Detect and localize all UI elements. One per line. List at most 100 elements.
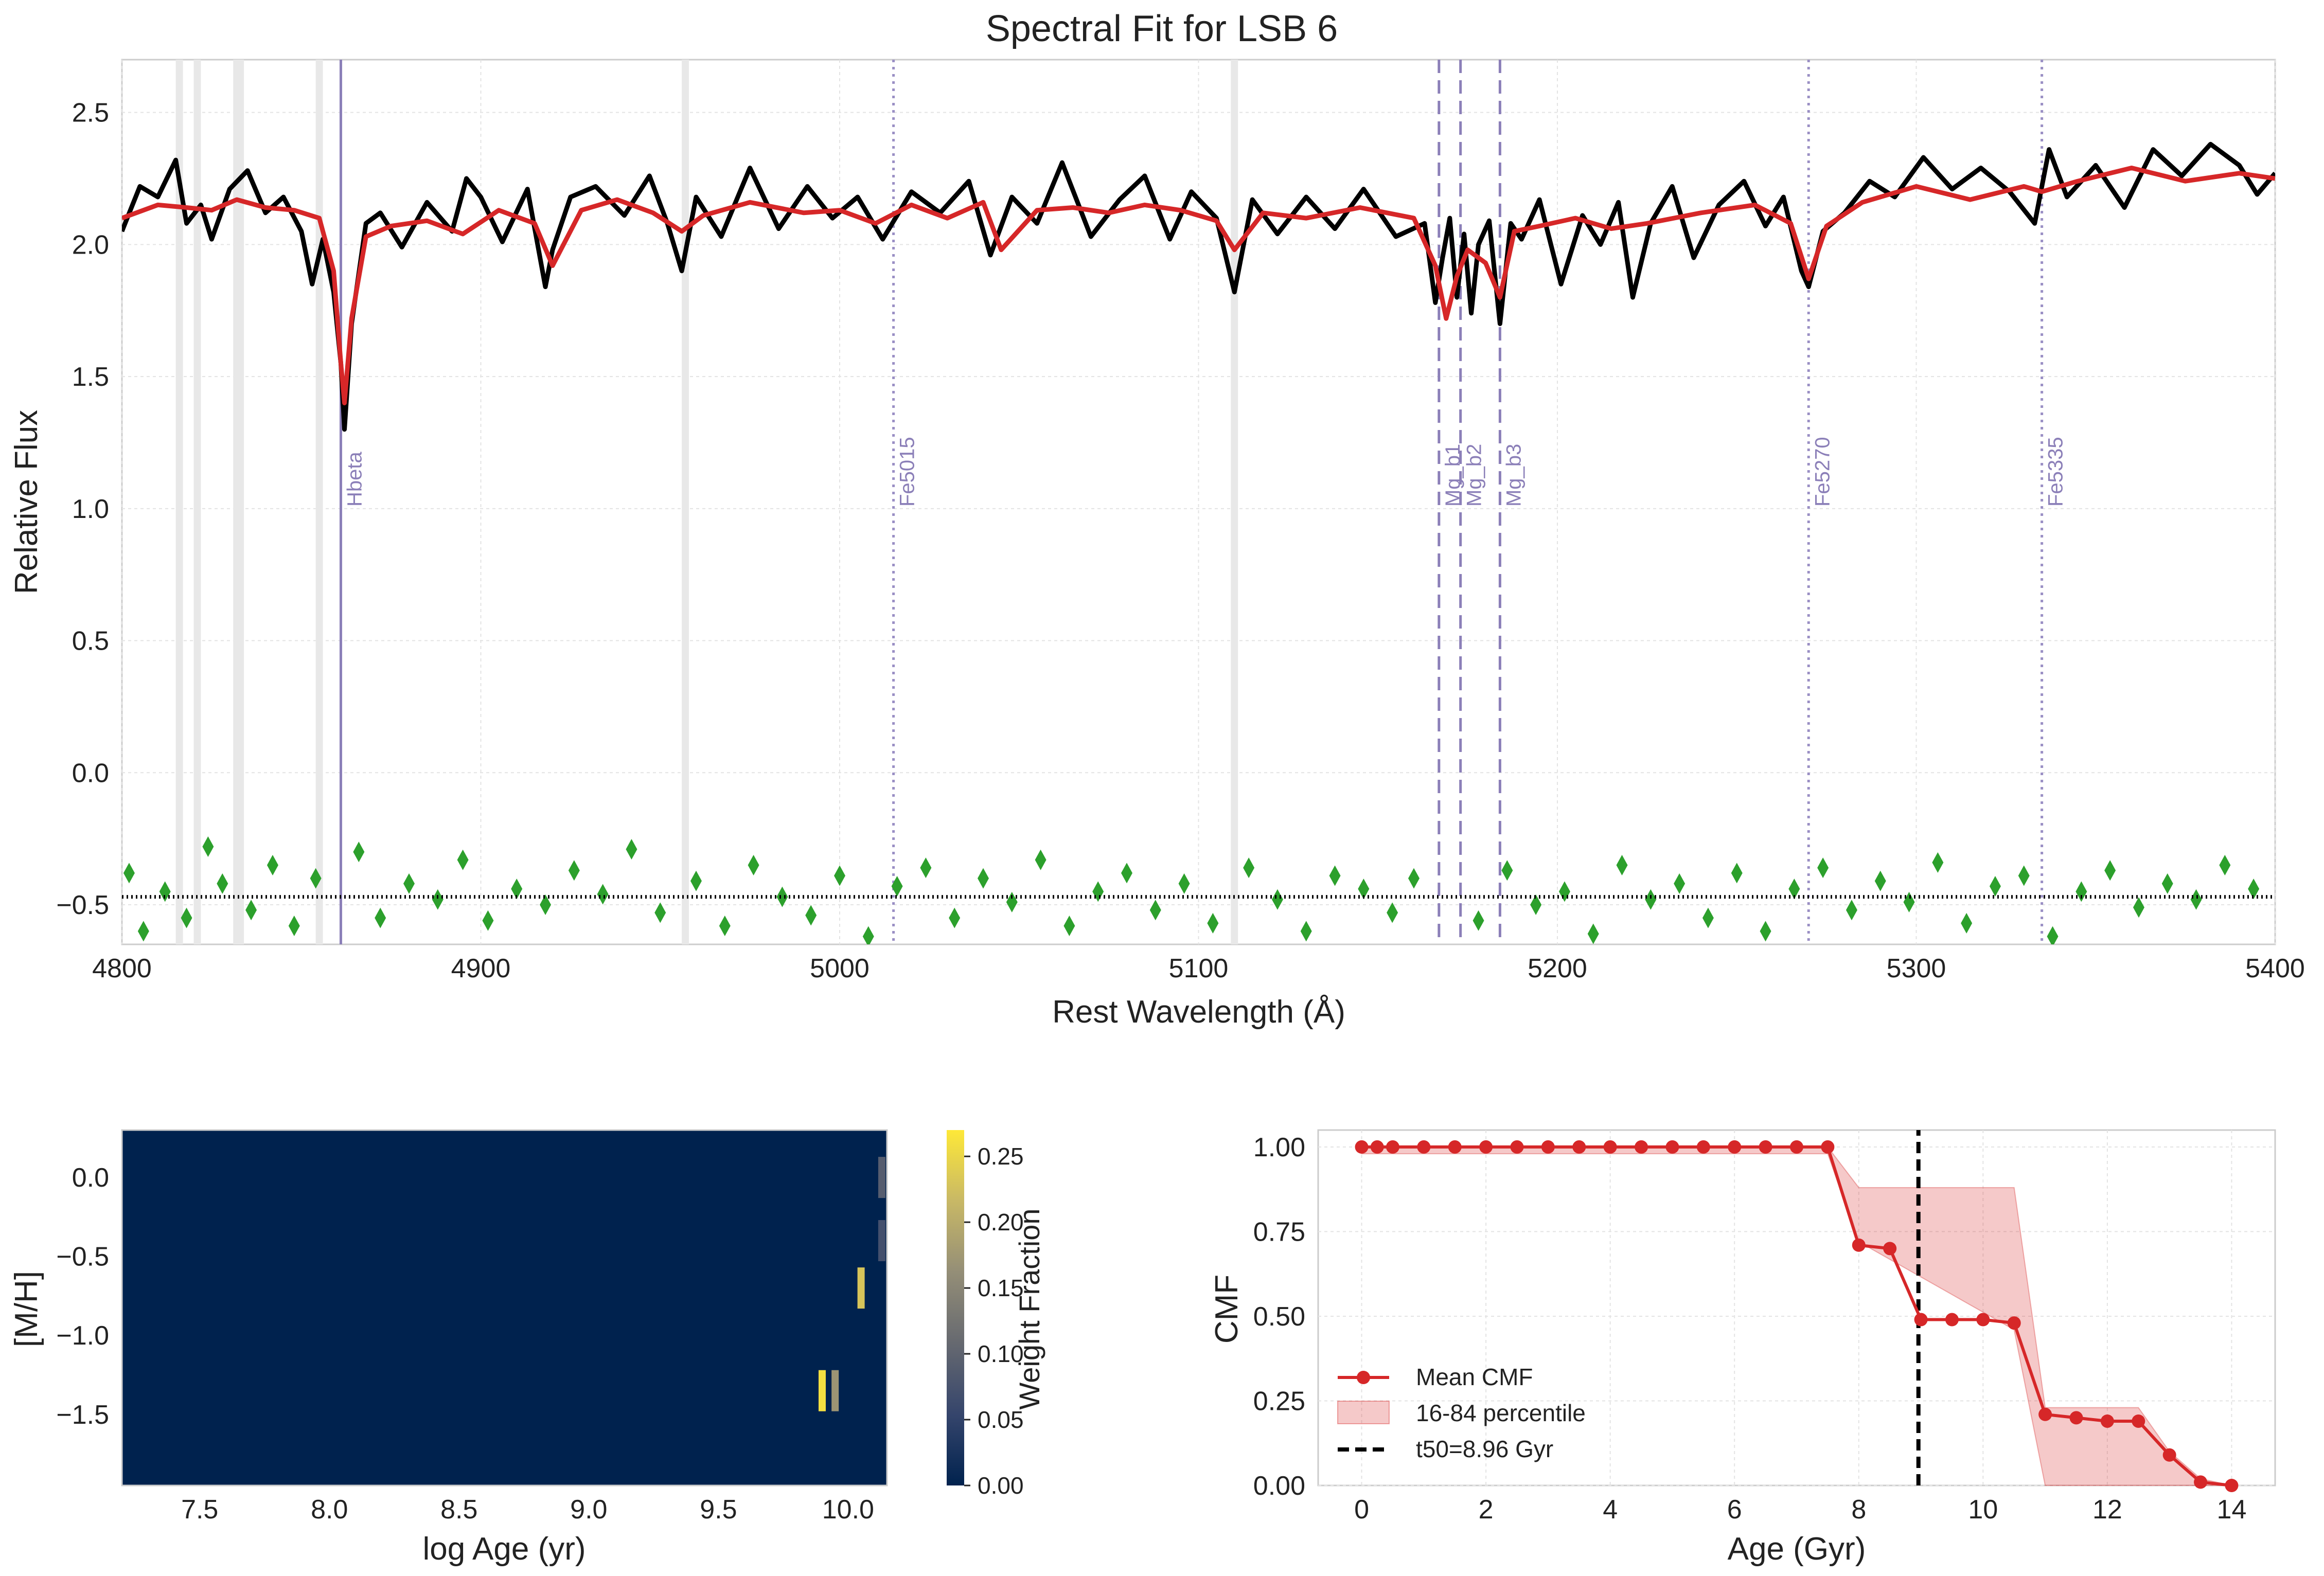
heatmap-x-tick-label: 9.0 <box>570 1495 607 1525</box>
spectral-line-label: Fe5015 <box>896 437 919 507</box>
residual-point <box>2075 881 2087 902</box>
cmf-x-tick-label: 14 <box>2217 1495 2247 1525</box>
y-tick-label: 2.0 <box>72 230 109 260</box>
residual-point <box>1408 868 1420 889</box>
residual-point <box>626 839 637 860</box>
mean-cmf-point <box>1665 1140 1679 1154</box>
heatmap-tick-labels: 7.5 8.0 8.5 9.0 9.5 10.0 0.0 −0.5 −1.0 −1.5 <box>56 1163 874 1525</box>
colorbar-tick-label: 0.10 <box>978 1340 1024 1367</box>
mean-cmf-point <box>2038 1407 2052 1421</box>
model-fit-line <box>122 166 2275 405</box>
colorbar-tick-label: 0.15 <box>978 1275 1024 1301</box>
mean-cmf-point <box>2194 1475 2208 1489</box>
residual-point <box>1989 876 2001 897</box>
masked-region <box>1231 60 1238 944</box>
residual-point <box>1121 863 1132 884</box>
heatmap-x-axis-label: log Age (yr) <box>422 1531 586 1567</box>
mean-cmf-point <box>1635 1140 1648 1154</box>
y-tick-label: 2.5 <box>72 98 109 128</box>
mean-cmf-point <box>1572 1140 1586 1154</box>
residual-point <box>137 921 149 942</box>
mean-cmf-point <box>1852 1238 1866 1252</box>
heatmap-x-tick-label: 8.5 <box>440 1495 477 1525</box>
residual-point <box>1961 912 1973 934</box>
mean-cmf-point <box>1479 1140 1493 1154</box>
y-tick-label: 0.0 <box>72 758 109 788</box>
residual-point <box>1501 860 1513 881</box>
residual-point <box>1788 879 1800 900</box>
mean-cmf-point <box>1821 1140 1835 1154</box>
heatmap-frame <box>121 1129 888 1487</box>
spectral-line-label: Hbeta <box>343 452 366 507</box>
residual-point <box>1473 910 1484 931</box>
residual-point <box>1178 873 1190 894</box>
heatmap-y-tick-label: 0.0 <box>72 1163 109 1193</box>
cmf-x-tick-label: 0 <box>1354 1495 1369 1525</box>
mean-cmf-point <box>1386 1140 1399 1154</box>
residual-point <box>2018 865 2030 886</box>
residual-point <box>1300 921 1312 942</box>
mean-cmf-point <box>1759 1140 1772 1154</box>
heatmap-cell <box>818 1370 826 1411</box>
masked-region <box>175 60 183 944</box>
residual-point <box>1645 889 1657 910</box>
colorbar <box>947 1130 964 1485</box>
legend-mean-cmf-marker <box>1357 1371 1370 1384</box>
residual-point <box>597 884 609 905</box>
spectral-line-label: Fe5270 <box>1811 437 1834 507</box>
residual-point <box>202 836 214 857</box>
y-tick-label: −0.5 <box>56 890 109 920</box>
residual-point <box>1702 907 1714 928</box>
residual-point <box>1271 889 1283 910</box>
heatmap-cell <box>878 1157 885 1198</box>
residual-point <box>375 907 386 928</box>
cmf-x-tick-label: 12 <box>2092 1495 2122 1525</box>
residual-point <box>1207 912 1219 934</box>
heatmap-cell <box>831 1370 839 1411</box>
residual-point <box>805 905 817 926</box>
cmf-plot-area <box>1317 1129 2276 1487</box>
cmf-x-tick-label: 2 <box>1479 1495 1494 1525</box>
residual-point <box>1035 849 1046 870</box>
residual-point <box>2133 897 2144 918</box>
residual-point <box>654 902 666 923</box>
residual-point <box>1817 857 1829 879</box>
spectral-line-label: Mg_b3 <box>1502 444 1525 507</box>
residual-point <box>2161 873 2173 894</box>
mean-cmf-point <box>2100 1414 2114 1428</box>
mean-cmf-point <box>2132 1414 2145 1428</box>
residual-point <box>245 900 257 921</box>
residual-point <box>403 873 415 894</box>
legend-percentile-swatch <box>1337 1401 1390 1424</box>
tick-labels: 4800 4900 5000 5100 5200 5300 5400 −0.5 0.0 0.5 1.… <box>56 98 2305 983</box>
heatmap-background <box>122 1130 887 1485</box>
weight-heatmap-panel: 7.5 8.0 8.5 9.0 9.5 10.0 0.0 −0.5 −1.0 −1.5 log A… <box>9 1129 1045 1567</box>
masked-region <box>682 60 689 944</box>
residual-point <box>353 841 365 863</box>
x-tick-label: 4800 <box>92 954 152 983</box>
colorbar-tick-label: 0.00 <box>978 1472 1024 1499</box>
residual-point <box>978 868 989 889</box>
residual-point <box>862 926 874 944</box>
heatmap-x-tick-label: 8.0 <box>311 1495 348 1525</box>
residual-point <box>432 889 443 910</box>
masked-region <box>193 60 201 944</box>
heatmap-y-tick-label: −0.5 <box>56 1242 109 1272</box>
cmf-x-tick-label: 10 <box>1968 1495 1998 1525</box>
heatmap-x-tick-label: 9.5 <box>700 1495 737 1525</box>
mean-cmf-point <box>1914 1313 1928 1327</box>
residual-point <box>776 886 788 907</box>
y-axis-label: Relative Flux <box>9 410 44 594</box>
residual-point <box>1530 894 1542 915</box>
residual-point <box>2047 926 2059 944</box>
x-tick-label: 5300 <box>1887 954 1946 983</box>
residual-point <box>1587 923 1599 944</box>
residual-point <box>1616 854 1628 875</box>
mean-cmf-point <box>2225 1479 2239 1492</box>
cmf-y-tick-label: 0.75 <box>1253 1217 1305 1247</box>
residual-point <box>1760 921 1771 942</box>
mean-cmf-point <box>1370 1140 1384 1154</box>
mean-cmf-point <box>1510 1140 1524 1154</box>
x-tick-label: 5100 <box>1169 954 1229 983</box>
